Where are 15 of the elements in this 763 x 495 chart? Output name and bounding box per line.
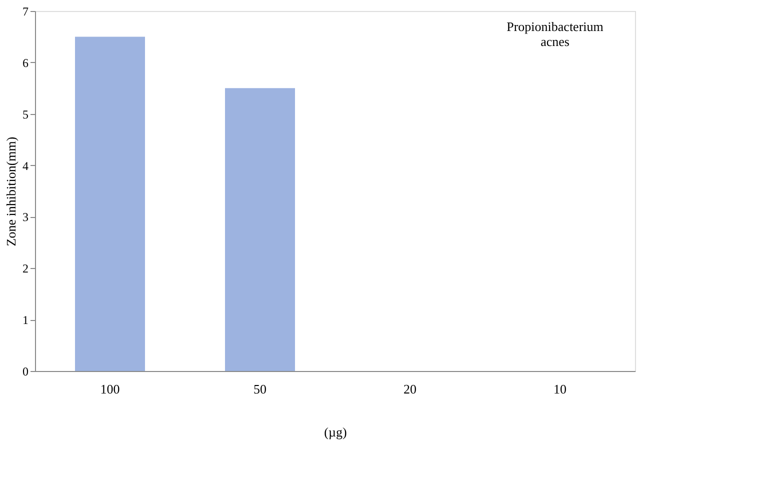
x-tick-label: 20 bbox=[404, 382, 416, 396]
x-axis-title: (µg) bbox=[324, 424, 347, 440]
y-tick-label: 6 bbox=[22, 56, 28, 70]
y-tick-label: 3 bbox=[22, 210, 28, 224]
y-tick-label: 7 bbox=[22, 4, 28, 18]
y-tick-label: 5 bbox=[22, 107, 28, 122]
y-axis-title: Zone inhibition(mm) bbox=[4, 136, 18, 246]
x-tick-label: 50 bbox=[254, 382, 266, 396]
y-tick-label: 0 bbox=[22, 364, 28, 378]
y-tick-label: 1 bbox=[22, 313, 28, 328]
y-tick-label: 4 bbox=[22, 158, 28, 173]
y-tick-label: 2 bbox=[22, 262, 28, 276]
annotation: Propionibacterium acnes bbox=[506, 19, 604, 49]
x-tick-label: 10 bbox=[554, 382, 566, 396]
x-tick-label: 100 bbox=[100, 382, 120, 396]
